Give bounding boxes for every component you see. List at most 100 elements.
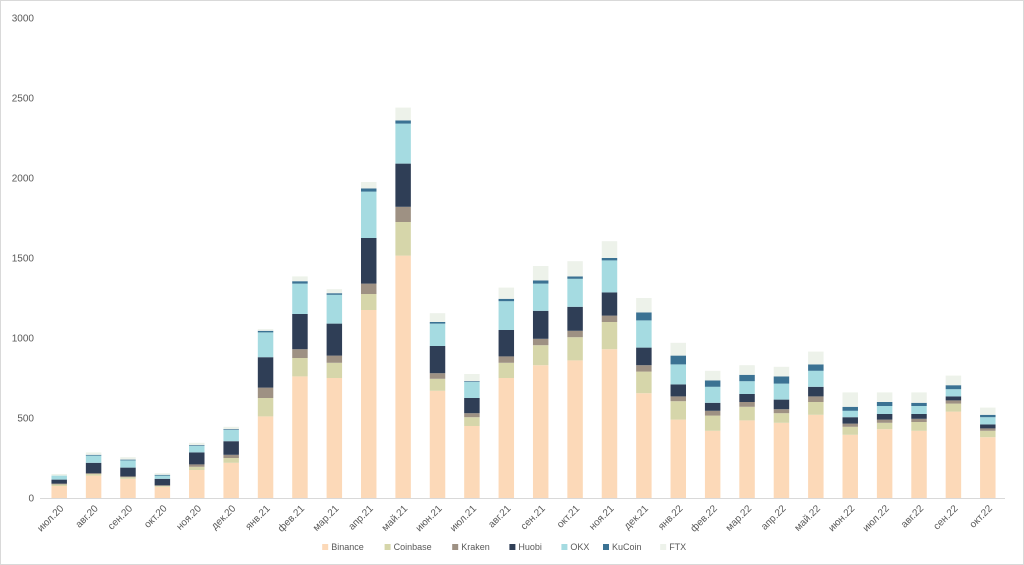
bar-segment-binance-26 — [945, 411, 962, 498]
bar-segment-coinbase-11 — [429, 378, 446, 391]
bar-segment-coinbase-2 — [120, 477, 136, 479]
y-tick-label: 500 — [17, 414, 34, 425]
bar-segment-okx-13 — [498, 301, 515, 330]
bar-segment-ftx-15 — [567, 261, 583, 277]
bar-segment-binance-17 — [636, 393, 652, 498]
legend-label-okx: OKX — [570, 542, 589, 552]
bar-segment-kucoin-5 — [223, 429, 239, 430]
bar-segment-binance-6 — [257, 416, 274, 498]
bar-segment-kraken-0 — [51, 483, 67, 485]
bar-segment-coinbase-8 — [326, 362, 343, 378]
bar-segment-kucoin-13 — [498, 298, 515, 302]
bar-segment-coinbase-10 — [395, 222, 411, 256]
bar-segment-binance-25 — [911, 430, 927, 498]
bar-segment-binance-16 — [601, 349, 618, 498]
bar-segment-ftx-23 — [842, 392, 858, 407]
bar-segment-huobi-11 — [429, 346, 446, 374]
bar-segment-kucoin-23 — [842, 406, 858, 411]
legend-swatch-huobi — [509, 544, 516, 550]
bar-segment-kucoin-6 — [257, 330, 274, 333]
bar-segment-huobi-22 — [808, 386, 824, 397]
bar-segment-ftx-10 — [395, 107, 411, 121]
x-tick-label: сен.21 — [519, 503, 548, 532]
x-tick-label: июн.22 — [827, 503, 858, 534]
bar-segment-okx-21 — [773, 383, 790, 400]
bar-segment-ftx-4 — [189, 442, 205, 446]
bar-segment-kucoin-16 — [601, 258, 618, 261]
y-tick-label: 3000 — [12, 14, 35, 25]
bar-segment-coinbase-22 — [808, 402, 824, 415]
bar-segment-okx-25 — [911, 406, 927, 414]
bar-segment-kraken-12 — [464, 413, 480, 418]
x-tick-label: июл.22 — [861, 503, 892, 534]
bar-segment-kraken-3 — [154, 485, 171, 486]
bar-segment-binance-23 — [842, 434, 858, 498]
bar-segment-kucoin-15 — [567, 276, 583, 279]
bar-segment-huobi-0 — [51, 479, 67, 484]
bar-segment-binance-22 — [808, 414, 824, 498]
bar-segment-kucoin-22 — [808, 364, 824, 371]
bar-segment-kraken-16 — [601, 315, 618, 322]
bar-segment-binance-13 — [498, 378, 515, 498]
bar-segment-binance-4 — [189, 470, 205, 498]
bar-segment-ftx-22 — [808, 351, 824, 365]
bar-segment-okx-15 — [567, 278, 583, 307]
bar-segment-binance-19 — [704, 430, 721, 498]
bar-segment-kraken-27 — [980, 428, 996, 431]
bar-segment-kraken-24 — [876, 419, 893, 423]
bar-segment-kucoin-26 — [945, 385, 962, 390]
bar-segment-huobi-6 — [257, 357, 274, 388]
bar-segment-kraken-17 — [636, 365, 652, 372]
bar-segment-ftx-27 — [980, 407, 996, 415]
bar-segment-kraken-1 — [85, 473, 102, 474]
bar-segment-ftx-0 — [51, 474, 67, 476]
x-tick-label: авг.21 — [486, 503, 513, 530]
x-tick-label: янв.21 — [244, 503, 273, 532]
legend-swatch-kraken — [452, 544, 459, 550]
bar-segment-kucoin-3 — [154, 474, 171, 476]
bar-segment-kucoin-12 — [464, 381, 480, 382]
x-tick-label: ноя.20 — [175, 503, 205, 533]
bar-segment-huobi-8 — [326, 323, 343, 356]
bar-segment-huobi-19 — [704, 402, 721, 411]
bar-segment-kraken-15 — [567, 330, 583, 338]
bar-segment-okx-3 — [154, 475, 171, 479]
bar-segment-huobi-24 — [876, 414, 893, 420]
bar-segment-binance-15 — [567, 360, 583, 498]
bar-segment-kraken-18 — [670, 396, 687, 402]
bars-layer — [51, 107, 996, 498]
bar-segment-ftx-11 — [429, 313, 446, 322]
bar-segment-kucoin-9 — [360, 188, 377, 192]
y-tick-label: 0 — [28, 494, 34, 505]
bar-segment-ftx-17 — [636, 298, 652, 313]
bar-segment-kucoin-20 — [739, 374, 755, 382]
bar-segment-huobi-26 — [945, 396, 962, 401]
bar-segment-kraken-5 — [223, 454, 239, 458]
bar-segment-coinbase-6 — [257, 398, 274, 417]
bar-segment-coinbase-21 — [773, 413, 790, 423]
bar-segment-kraken-8 — [326, 355, 343, 363]
bar-segment-coinbase-17 — [636, 371, 652, 394]
bar-segment-coinbase-1 — [85, 474, 102, 476]
bar-segment-coinbase-16 — [601, 322, 618, 350]
x-tick-label: июл.21 — [448, 503, 479, 534]
bar-segment-okx-27 — [980, 417, 996, 425]
bar-segment-ftx-26 — [945, 375, 962, 386]
bar-segment-huobi-15 — [567, 306, 583, 331]
bar-segment-coinbase-3 — [154, 486, 171, 487]
bar-segment-kucoin-25 — [911, 402, 927, 406]
bar-segment-coinbase-27 — [980, 430, 996, 438]
bar-segment-huobi-3 — [154, 478, 171, 486]
bar-segment-okx-14 — [532, 283, 549, 311]
bar-segment-kucoin-2 — [120, 459, 136, 461]
bar-segment-ftx-16 — [601, 241, 618, 258]
bar-segment-binance-7 — [292, 376, 308, 498]
bar-segment-ftx-24 — [876, 392, 893, 402]
bar-segment-binance-18 — [670, 419, 687, 498]
bar-segment-coinbase-15 — [567, 337, 583, 361]
bar-segment-ftx-19 — [704, 370, 721, 381]
bar-segment-coinbase-18 — [670, 401, 687, 420]
x-tick-label: апр.21 — [347, 503, 377, 533]
bar-segment-coinbase-19 — [704, 415, 721, 431]
legend-swatch-ftx — [660, 544, 667, 550]
